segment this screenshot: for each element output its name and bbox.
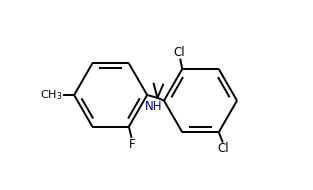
Text: Cl: Cl	[218, 142, 229, 155]
Text: F: F	[129, 138, 135, 150]
Text: CH$_3$: CH$_3$	[40, 88, 63, 102]
Text: Cl: Cl	[174, 46, 185, 59]
Text: NH: NH	[145, 100, 162, 113]
